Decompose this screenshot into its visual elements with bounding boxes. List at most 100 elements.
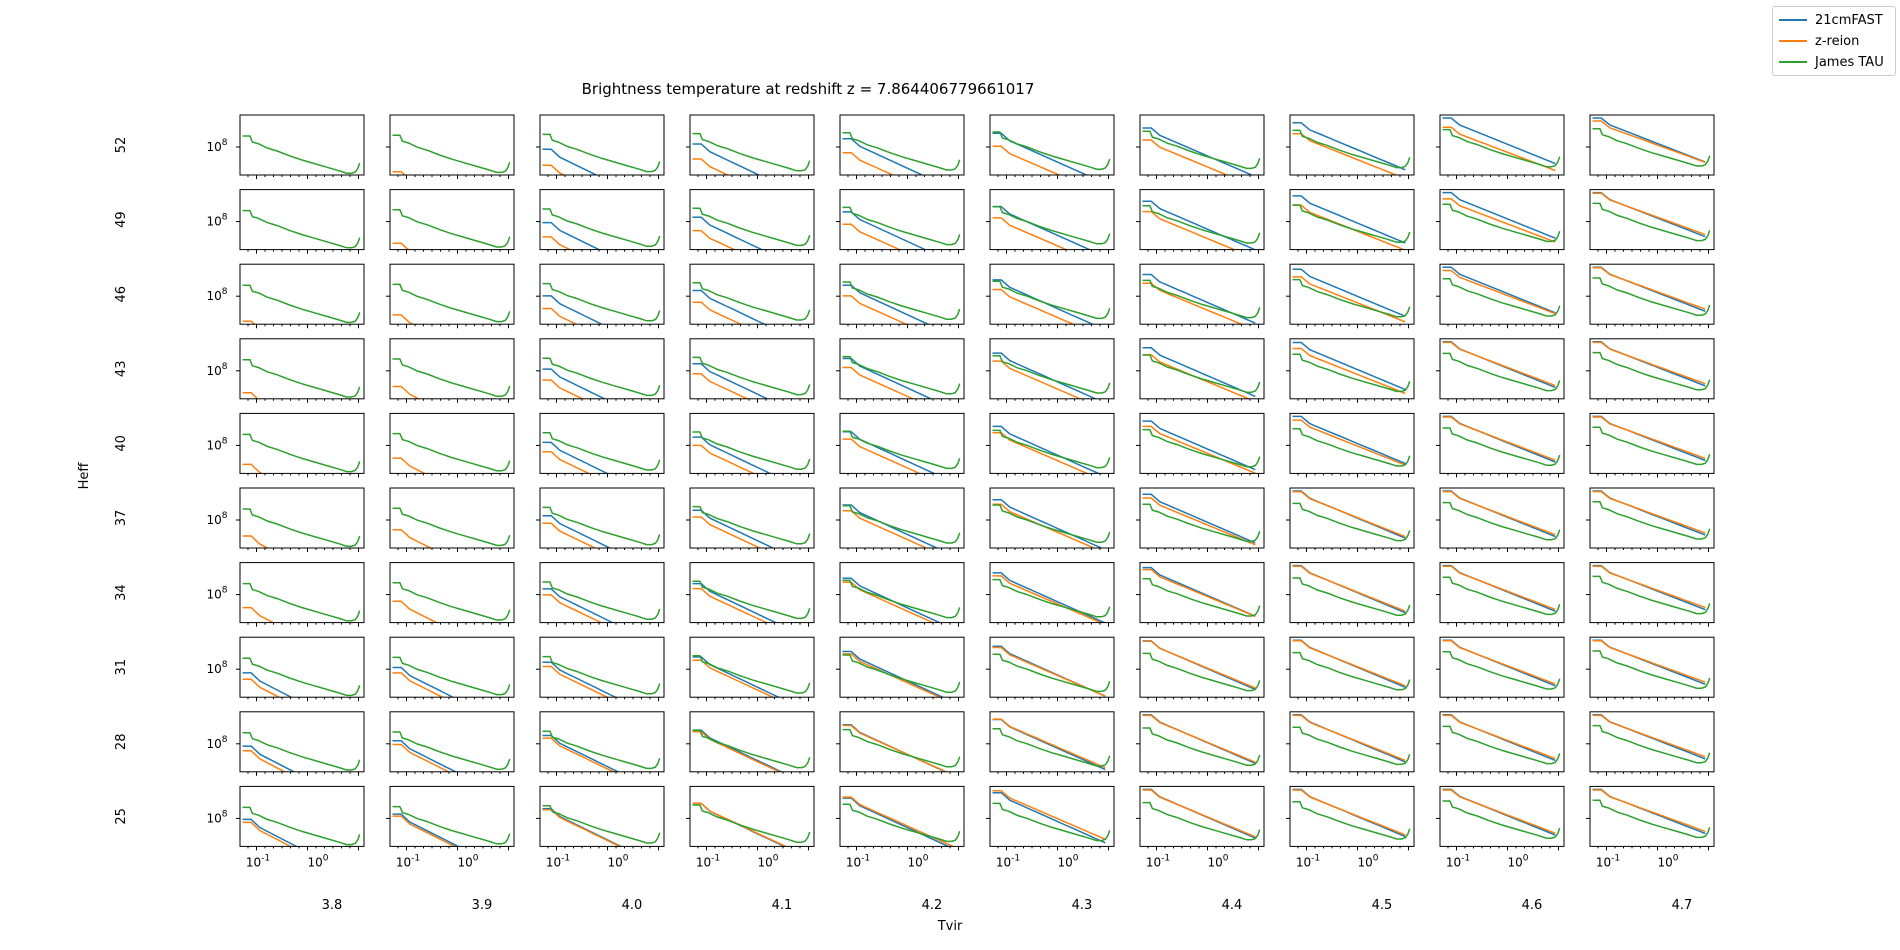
series-line-jamestau bbox=[692, 580, 811, 620]
subplot-frame bbox=[239, 487, 365, 549]
subplot-frame bbox=[689, 263, 815, 325]
legend-item-21cmfast: 21cmFAST bbox=[1779, 11, 1883, 29]
series-line-jamestau bbox=[392, 432, 511, 472]
series-line-zreion bbox=[542, 594, 603, 623]
subplot-frame bbox=[239, 263, 365, 325]
series-line-zreion bbox=[1292, 419, 1406, 466]
series-line-21cmfast bbox=[242, 745, 296, 772]
series-line-zreion bbox=[1292, 132, 1399, 175]
y-axis-label: Heff bbox=[77, 462, 92, 490]
series-line-zreion bbox=[542, 236, 572, 250]
series-line-zreion bbox=[542, 379, 585, 399]
subplot bbox=[386, 711, 515, 776]
subplot bbox=[1286, 412, 1415, 478]
series-line-zreion bbox=[542, 808, 622, 847]
series-line-zreion bbox=[242, 821, 293, 847]
series-line-jamestau bbox=[992, 653, 1111, 693]
subplot-frame bbox=[689, 338, 815, 400]
subplot bbox=[986, 562, 1115, 627]
series-line-zreion bbox=[992, 217, 1069, 250]
subplot bbox=[386, 114, 515, 179]
x-tick-label: 100 bbox=[1657, 853, 1678, 869]
subplot bbox=[536, 189, 665, 254]
series-line-jamestau bbox=[1442, 352, 1561, 392]
series-line-zreion bbox=[692, 587, 769, 623]
series-line-zreion bbox=[1142, 640, 1256, 689]
series-line-zreion bbox=[692, 731, 782, 772]
series-line-zreion bbox=[1442, 198, 1556, 243]
subplot bbox=[536, 263, 665, 329]
subplot-frame bbox=[689, 562, 815, 624]
series-line-jamestau bbox=[1442, 501, 1561, 541]
series-line-zreion bbox=[1592, 789, 1706, 833]
subplot-frame bbox=[239, 711, 365, 773]
series-line-jamestau bbox=[1142, 503, 1261, 543]
subplot-frame bbox=[1589, 263, 1715, 325]
chart-title: Brightness temperature at redshift z = 7… bbox=[582, 80, 1035, 98]
series-line-zreion bbox=[1442, 416, 1556, 461]
subplot-frame bbox=[1139, 785, 1265, 847]
series-line-zreion bbox=[692, 373, 749, 399]
y-tick-label: 108 bbox=[206, 213, 227, 229]
series-line-21cmfast bbox=[1142, 420, 1256, 471]
subplot-frame bbox=[1139, 487, 1265, 549]
subplot-frame bbox=[1139, 189, 1265, 251]
subplot bbox=[386, 636, 515, 702]
series-line-jamestau bbox=[1142, 130, 1261, 170]
y-tick-label: 108 bbox=[206, 511, 227, 527]
subplot bbox=[536, 636, 665, 702]
series-line-jamestau bbox=[392, 507, 511, 547]
series-line-jamestau bbox=[842, 505, 961, 544]
subplot-frame bbox=[1439, 785, 1565, 847]
subplot-frame bbox=[839, 711, 965, 773]
series-line-zreion bbox=[992, 789, 1106, 840]
series-line-jamestau bbox=[992, 429, 1111, 469]
subplot-frame bbox=[989, 338, 1115, 400]
subplot bbox=[986, 487, 1115, 552]
series-line-jamestau bbox=[992, 504, 1111, 543]
series-line-zreion bbox=[1592, 416, 1706, 460]
legend-item-jamestau: James TAU bbox=[1779, 53, 1884, 71]
subplot bbox=[1286, 636, 1415, 702]
series-line-jamestau bbox=[1292, 502, 1411, 542]
subplot bbox=[536, 114, 665, 179]
series-line-21cmfast bbox=[542, 734, 620, 772]
panel-grid: 52 108 49 108 46 108 43 108 40 108 37 108 34 108 31 108… bbox=[114, 114, 1715, 913]
series-line-jamestau bbox=[542, 805, 661, 844]
subplot-frame bbox=[239, 338, 365, 400]
column-label: 3.8 bbox=[322, 898, 343, 913]
series-line-jamestau bbox=[542, 581, 661, 620]
subplot-frame bbox=[539, 114, 665, 176]
series-line-jamestau bbox=[1292, 428, 1411, 467]
column-label: 4.2 bbox=[922, 898, 943, 913]
subplot-frame bbox=[1439, 338, 1565, 400]
series-line-zreion bbox=[242, 535, 269, 548]
series-line-jamestau bbox=[1592, 128, 1711, 167]
series-line-jamestau bbox=[542, 357, 661, 397]
subplot: 10-1 100 bbox=[986, 785, 1115, 869]
x-tick-label: 10-1 bbox=[1446, 853, 1470, 869]
subplot-frame bbox=[239, 562, 365, 624]
legend-item-zreion: z-reion bbox=[1779, 32, 1859, 50]
series-line-21cmfast bbox=[1292, 415, 1406, 465]
subplot-frame bbox=[1439, 263, 1565, 325]
series-line-jamestau bbox=[242, 284, 361, 324]
column-label: 4.1 bbox=[772, 898, 793, 913]
subplot-frame bbox=[989, 562, 1115, 624]
series-line-zreion bbox=[842, 581, 935, 623]
y-tick-label: 108 bbox=[206, 660, 227, 676]
series-line-jamestau bbox=[242, 732, 361, 771]
subplot: 108 bbox=[206, 189, 365, 254]
subplot-frame bbox=[989, 114, 1115, 176]
series-line-zreion bbox=[1142, 497, 1256, 546]
legend-label-21cmfast: 21cmFAST bbox=[1815, 12, 1883, 28]
subplot bbox=[1586, 636, 1715, 702]
subplot: 108 bbox=[206, 338, 365, 403]
subplot-frame bbox=[389, 562, 515, 624]
subplot bbox=[1586, 711, 1715, 776]
series-line-zreion bbox=[1292, 789, 1406, 836]
subplot bbox=[1586, 562, 1715, 627]
series-line-21cmfast bbox=[842, 650, 945, 698]
subplot-frame bbox=[389, 263, 515, 325]
series-line-jamestau bbox=[1592, 202, 1711, 242]
